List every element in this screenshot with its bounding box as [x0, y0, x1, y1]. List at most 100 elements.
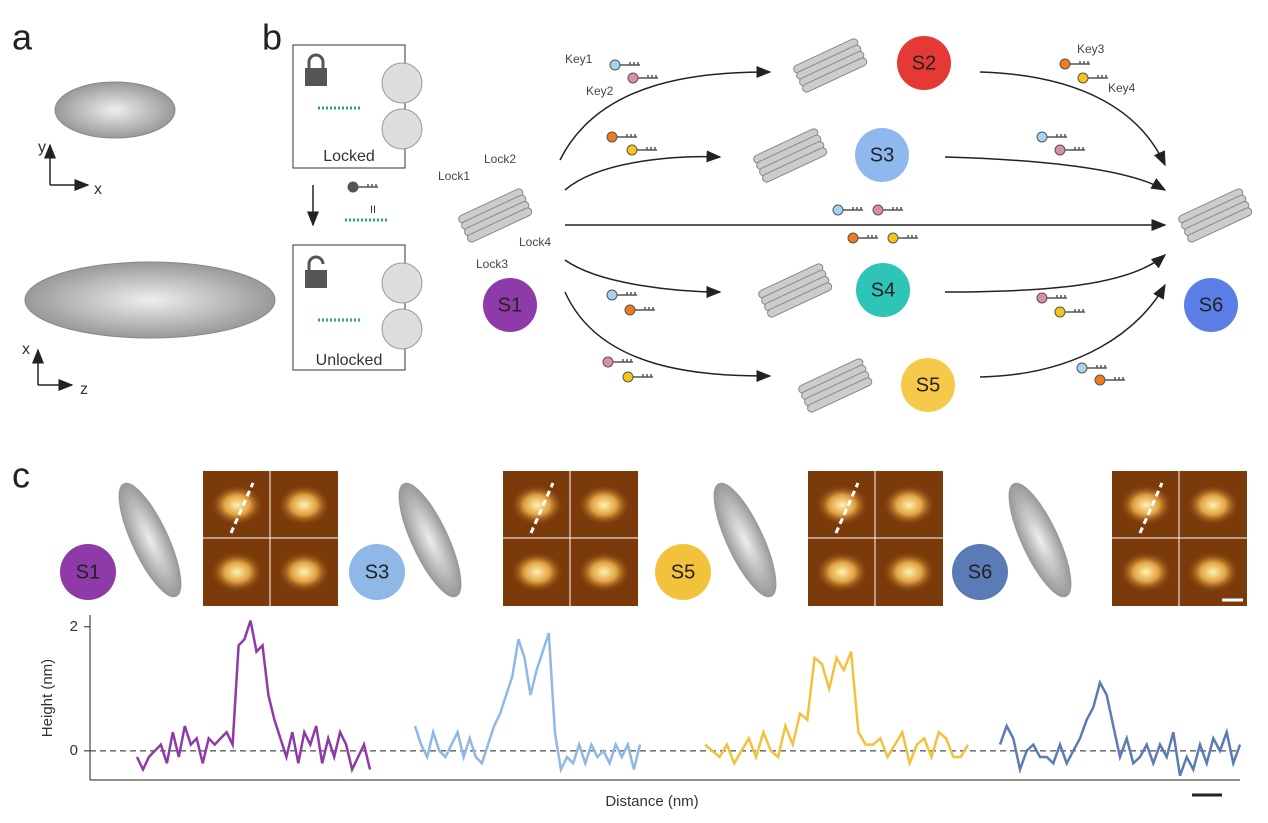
key-icon: [1105, 377, 1125, 381]
axis-label: x: [94, 181, 102, 198]
structure-render: [118, 482, 182, 598]
key-icon: [602, 356, 614, 368]
key-icon: [1076, 362, 1088, 374]
key-icon: [1077, 72, 1089, 84]
state-label: S3: [365, 561, 389, 583]
state-circle: [60, 544, 116, 600]
afm-blob: [278, 552, 330, 592]
lock-icon: [307, 255, 325, 270]
arrow: [564, 259, 722, 298]
layout: [24, 36, 1253, 797]
key-icon: [883, 207, 903, 211]
key-icon: [898, 235, 918, 239]
arrow: [944, 156, 1167, 191]
y-tick-label: 0: [70, 742, 78, 759]
key-icon: [872, 204, 884, 216]
key-icon: [1087, 365, 1107, 369]
key-icon: [1070, 61, 1090, 65]
arrow: [564, 150, 722, 191]
key-icon: [622, 371, 634, 383]
panel-label: a: [12, 17, 33, 58]
arrow: [944, 254, 1167, 293]
lock-label: Lock4: [519, 235, 551, 249]
height-profile: [998, 679, 1242, 777]
key-icon: [843, 207, 863, 211]
afm-blob: [278, 485, 330, 525]
key-label: Key1: [565, 52, 593, 66]
key-icon: [1059, 58, 1071, 70]
key-icon: [358, 184, 378, 188]
state-circle: [349, 544, 405, 600]
key-icon: [620, 62, 640, 66]
key-label: Key4: [1108, 81, 1136, 95]
state-circle: [856, 263, 910, 317]
helix: [1187, 207, 1253, 243]
helix-bundle: [458, 188, 533, 243]
afm-blob: [1187, 552, 1239, 592]
arrow: [564, 291, 772, 382]
helix-bundle: [1178, 188, 1253, 243]
afm-blob: [1120, 485, 1172, 525]
key-icon: [627, 72, 639, 84]
lock-label: Lock3: [476, 257, 508, 271]
key-icon: [1036, 131, 1048, 143]
key-icon: [858, 235, 878, 239]
state-circle: [952, 544, 1008, 600]
axis-label: z: [80, 381, 88, 398]
key-icon: [1054, 144, 1066, 156]
lock-icon: [307, 53, 325, 68]
afm-blob: [883, 552, 935, 592]
arrow: [559, 66, 772, 161]
profile-line: [1138, 482, 1164, 534]
profile-line: [229, 482, 255, 534]
panel-label: b: [262, 17, 282, 58]
axis-label: y: [38, 139, 46, 156]
key-icon: [347, 181, 359, 193]
profile-line: [529, 482, 555, 534]
state-label: S5: [671, 561, 695, 583]
dna-origami: [381, 308, 423, 350]
height-profile: [704, 651, 970, 768]
key-icon: [1047, 134, 1067, 138]
afm-blob: [816, 552, 868, 592]
height-profile: [413, 632, 642, 774]
structure-render: [24, 261, 276, 339]
state-circle: [655, 544, 711, 600]
key-icon: [832, 204, 844, 216]
state-label: S6: [968, 561, 992, 583]
structure-render: [1008, 482, 1072, 598]
key-icon: [606, 131, 618, 143]
key-icon: [626, 144, 638, 156]
hybrid-mark: II: [370, 204, 376, 216]
afm-blob: [211, 485, 263, 525]
helix-bundle: [753, 128, 828, 183]
structure-render: [398, 482, 462, 598]
helix-bundle: [798, 358, 873, 413]
axis-label: x: [22, 341, 30, 358]
key-icon: [638, 75, 658, 79]
afm-blob: [211, 552, 263, 592]
lock-label: Lock2: [484, 152, 516, 166]
key-icon: [1065, 147, 1085, 151]
key-icon: [1047, 295, 1067, 299]
structure-render: [713, 482, 777, 598]
afm-blob: [511, 485, 563, 525]
state-label: S1: [76, 561, 100, 583]
state-label: S4: [871, 279, 895, 301]
profile-line: [834, 482, 860, 534]
panel-label: c: [12, 455, 30, 496]
key-icon: [1054, 306, 1066, 318]
x-axis-label: Distance (nm): [605, 793, 698, 810]
locked-box: [292, 44, 406, 169]
dna-origami: [381, 262, 423, 304]
helix: [767, 282, 833, 318]
y-axis-label: Height (nm): [39, 659, 56, 737]
structure-render: [54, 81, 176, 139]
arrow: [979, 283, 1166, 378]
dna-origami: [381, 108, 423, 150]
state-circle: [483, 278, 537, 332]
key-icon: [609, 59, 621, 71]
dna-origami: [381, 62, 423, 104]
key-label: Key3: [1077, 42, 1105, 56]
